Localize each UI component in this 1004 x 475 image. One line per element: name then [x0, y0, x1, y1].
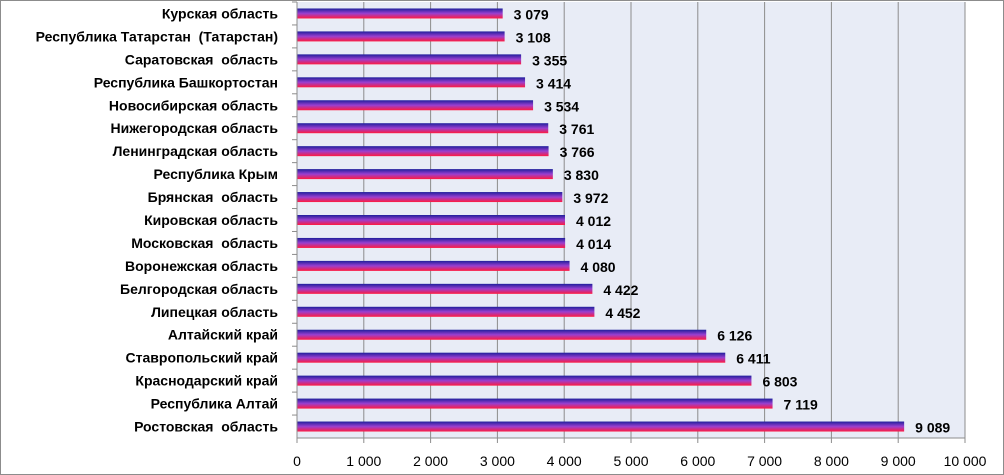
bar: [297, 375, 752, 386]
value-label: 3 830: [564, 167, 599, 183]
category-label: Нижегородская область: [111, 120, 279, 136]
category-label: Кировская область: [144, 212, 278, 228]
value-label: 4 012: [576, 213, 611, 229]
value-label: 3 108: [516, 29, 551, 45]
axes: [296, 2, 965, 439]
bar: [297, 146, 549, 157]
x-tick-label: 0: [293, 453, 301, 469]
bar: [297, 260, 570, 271]
category-label: Республика Алтай: [151, 396, 278, 412]
bar: [297, 215, 566, 225]
bar: [297, 100, 534, 111]
category-labels: Курская область Республика Татарстан (Тат…: [36, 5, 279, 434]
category-label: Ставропольский край: [126, 350, 278, 366]
category-label: Липецкая область: [151, 304, 278, 320]
category-label: Республика Башкортостан: [94, 74, 278, 90]
bar: [297, 31, 505, 42]
x-tick-label: 4 000: [547, 453, 582, 469]
value-label: 3 766: [560, 144, 595, 160]
value-label: 9 089: [915, 420, 950, 436]
value-label: 3 355: [532, 52, 567, 68]
x-tick-label: 5 000: [613, 453, 648, 469]
bar: [297, 123, 549, 134]
bar: [297, 192, 563, 203]
value-label: 4 080: [581, 259, 616, 275]
x-axis-tick-labels: 0 1 000 2 000 3 000 4 000 5 000 6 000 7 000 8 00…: [293, 453, 987, 469]
bar: [297, 421, 905, 432]
category-label: Ленинградская область: [113, 143, 279, 159]
category-label: Московская область: [131, 235, 278, 251]
bar: [297, 169, 553, 180]
x-tick-label: 8 000: [814, 453, 849, 469]
bar: [297, 329, 707, 340]
x-tick-label: 9 000: [881, 453, 916, 469]
bar: [297, 398, 773, 409]
bar: [297, 54, 522, 65]
x-tick-label: 10 000: [944, 453, 987, 469]
category-label: Воронежская область: [125, 258, 278, 274]
category-label: Новосибирская область: [109, 97, 278, 113]
value-label: 4 452: [605, 305, 640, 321]
x-tick-label: 3 000: [480, 453, 515, 469]
category-label: Краснодарский край: [135, 373, 278, 389]
x-tick-label: 2 000: [413, 453, 448, 469]
bar: [297, 77, 526, 88]
value-label: 3 972: [573, 190, 608, 206]
x-tick-label: 1 000: [346, 453, 381, 469]
bar: [297, 237, 566, 248]
category-label: Саратовская область: [125, 51, 279, 67]
value-label: 3 761: [559, 121, 594, 137]
value-label: 3 079: [514, 6, 549, 22]
bar: [297, 8, 503, 19]
category-label: Брянская область: [148, 189, 279, 205]
value-label: 7 119: [784, 397, 818, 413]
bars: [297, 8, 905, 432]
value-label: 6 803: [762, 374, 797, 390]
category-label: Ростовская область: [134, 419, 278, 435]
value-label: 4 422: [603, 282, 638, 298]
x-tick-label: 7 000: [747, 453, 782, 469]
category-label: Алтайский край: [168, 327, 278, 343]
category-label: Республика Крым: [153, 166, 278, 182]
value-label: 6 411: [736, 351, 770, 367]
category-label: Курская область: [162, 5, 279, 21]
bar: [297, 352, 726, 363]
category-label: Белгородская область: [120, 281, 278, 297]
value-label: 4 014: [576, 236, 611, 252]
value-label: 3 534: [544, 98, 579, 114]
value-label: 6 126: [717, 328, 752, 344]
x-tick-label: 6 000: [680, 453, 715, 469]
value-label: 3 414: [536, 75, 571, 91]
bar: [297, 283, 593, 294]
value-labels: 3 079 3 108 3 355 3 414 3 534 3 761 3 766 3 830…: [514, 6, 951, 435]
category-label: Республика Татарстан (Татарстан): [36, 28, 278, 44]
bar: [297, 306, 595, 317]
